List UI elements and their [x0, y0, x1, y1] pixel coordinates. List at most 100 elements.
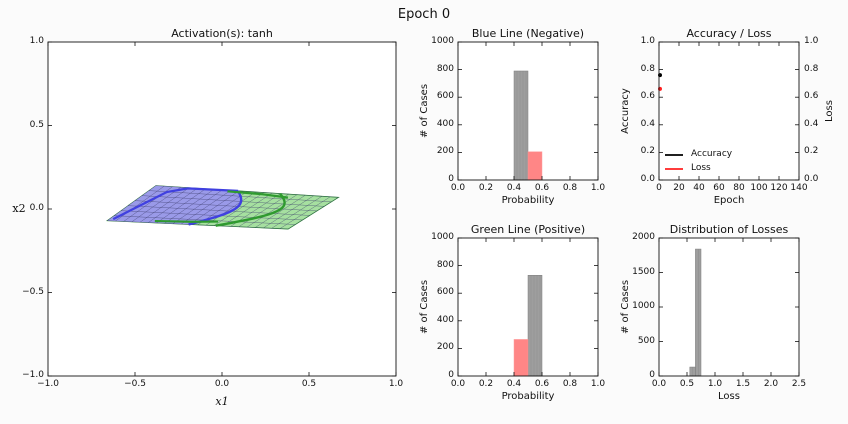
blue_hist-ytick-label: 1000: [431, 36, 454, 46]
acc_loss-ytick-label: 0.6: [640, 91, 655, 102]
acc_loss-xtick-label: 20: [673, 183, 685, 193]
blue_hist-ytick-label: 200: [436, 146, 454, 157]
loss_hist-ytick-label: 2000: [632, 232, 655, 242]
loss_hist-xtick-label: 0.0: [651, 379, 667, 389]
acc_loss-xtick-label: 140: [790, 183, 808, 193]
acc_loss-ytick-right-label: 0.6: [804, 91, 819, 102]
transform-negative-line: [112, 187, 239, 221]
transform-plot: [47, 41, 397, 377]
blue_hist-ytick-label: 0: [448, 174, 454, 184]
green_hist-ytick-label: 1000: [431, 232, 454, 242]
transform-mesh-line: [164, 189, 215, 224]
blue_hist-ylabel: # of Cases: [419, 83, 430, 139]
blue_hist-xlabel: Probability: [501, 195, 555, 206]
acc_loss-ytick-label: 0.0: [640, 174, 655, 184]
transform-mesh-line: [222, 192, 273, 227]
transform-mesh-line: [148, 188, 198, 223]
transform-xtick-label: −0.5: [124, 379, 146, 389]
transform-xtick-label: 0.5: [301, 379, 317, 389]
blue_hist-plot: [457, 41, 599, 181]
acc_loss-ytick-right-label: 0.2: [804, 146, 819, 157]
transform-xtick-label: −1.0: [37, 379, 59, 389]
acc_loss-ytick-right-label: 1.0: [804, 36, 819, 46]
transform-negative-line: [188, 190, 243, 226]
loss_hist-xtick-label: 0.5: [679, 379, 695, 389]
loss_hist-plot-area: [659, 238, 799, 376]
green_hist-xtick-label: 1.0: [590, 379, 606, 389]
acc_loss-xtick-label: 120: [770, 183, 788, 193]
green_hist-ytick-label: 800: [436, 259, 454, 270]
transform-positive-line: [227, 190, 289, 199]
transform-ytick-label: −1.0: [22, 370, 44, 380]
green_hist-xtick-label: 0.6: [534, 379, 550, 389]
blue_hist-ytick-label: 800: [436, 63, 454, 74]
green_hist-xtick-label: 0.2: [478, 379, 494, 389]
acc_loss-legend-label: Accuracy: [691, 149, 733, 159]
transform-mesh-line: [271, 196, 323, 229]
transform-ytick-label: 0.0: [29, 203, 44, 213]
green_hist-ytick-label: 200: [436, 342, 454, 353]
green_hist-ytick-label: 600: [436, 287, 454, 298]
acc_loss-plot-area: [659, 42, 799, 180]
transform-mesh-line: [139, 187, 190, 223]
acc_loss-ytick-label: 1.0: [640, 36, 655, 46]
acc_loss-ytick-right-label: 0.0: [804, 174, 819, 184]
green_hist-frame: [457, 237, 599, 377]
loss_hist-plot: [658, 237, 800, 377]
acc_loss-ylabel: Accuracy: [620, 88, 631, 134]
transform-mesh-line: [131, 187, 181, 223]
figure-suptitle: Epoch 0: [397, 7, 451, 22]
acc_loss-ytick-label: 0.2: [640, 146, 655, 157]
transform-positive-line: [154, 219, 219, 223]
acc_loss-ytick-label: 0.8: [640, 63, 655, 74]
blue_hist-ytick-label: 600: [436, 91, 454, 102]
blue_hist-xtick-label: 0.4: [506, 183, 522, 193]
transform-mesh-line: [115, 185, 165, 222]
green_hist-xtick-label: 0.0: [450, 379, 466, 389]
loss_hist-xtick-label: 2.5: [791, 379, 807, 389]
transform-ytick-label: 1.0: [29, 36, 44, 46]
transform-mesh-line: [205, 191, 256, 226]
acc_loss-title: Accuracy / Loss: [686, 27, 772, 40]
acc_loss-ylabel-right: Loss: [824, 100, 835, 122]
acc_loss-legend: [665, 154, 683, 170]
loss_hist-xtick-label: 1.5: [735, 379, 751, 389]
blue_hist-xtick-label: 0.0: [450, 183, 466, 193]
transform-positive-line: [215, 192, 286, 227]
transform-xtick-label: 1.0: [388, 379, 404, 389]
transform-mesh-line: [288, 197, 339, 230]
blue_hist-bar: [527, 151, 543, 181]
loss_hist-ytick-label: 0: [649, 370, 655, 380]
transform-mesh-line: [263, 195, 314, 229]
acc_loss-ytick-label: 0.4: [640, 118, 655, 129]
blue_hist-xtick-label: 0.2: [478, 183, 494, 193]
green_hist-plot: [457, 237, 599, 377]
transform-xtick-label: 0.0: [214, 379, 230, 389]
acc_loss-ytick-right-label: 0.4: [804, 118, 819, 129]
acc_loss-ytick-right-label: 0.8: [804, 63, 819, 74]
acc_loss-plot: [658, 41, 800, 181]
loss_hist-ytick-label: 1500: [632, 266, 655, 277]
loss_hist-ylabel: # of Cases: [620, 279, 631, 335]
acc_loss-xtick-label: 0: [656, 183, 662, 193]
transform-ytick-label: −0.5: [22, 286, 44, 297]
green_hist-ytick-label: 400: [436, 314, 454, 325]
transform-title: Activation(s): tanh: [171, 27, 273, 40]
transform-ylabel: x2: [12, 202, 26, 215]
loss_hist-title: Distribution of Losses: [669, 223, 789, 236]
transform-mesh-line: [181, 190, 231, 225]
transform-mesh-line: [156, 188, 206, 224]
green_hist-xtick-label: 0.8: [562, 379, 578, 389]
acc_loss-xlabel: Epoch: [713, 195, 745, 206]
green_hist-xlabel: Probability: [501, 391, 555, 402]
loss_hist-ytick-label: 1000: [632, 301, 655, 311]
transform-mesh-line: [246, 194, 298, 228]
acc_loss-frame: [658, 41, 800, 181]
loss_hist-xtick-label: 1.0: [707, 379, 723, 389]
blue_hist-xtick-label: 1.0: [590, 183, 606, 193]
transform-ytick-label: 0.5: [29, 119, 44, 130]
transform-mesh-line: [238, 193, 289, 227]
transform-mesh-line: [255, 194, 306, 228]
acc_loss-legend-label: Loss: [691, 163, 711, 173]
